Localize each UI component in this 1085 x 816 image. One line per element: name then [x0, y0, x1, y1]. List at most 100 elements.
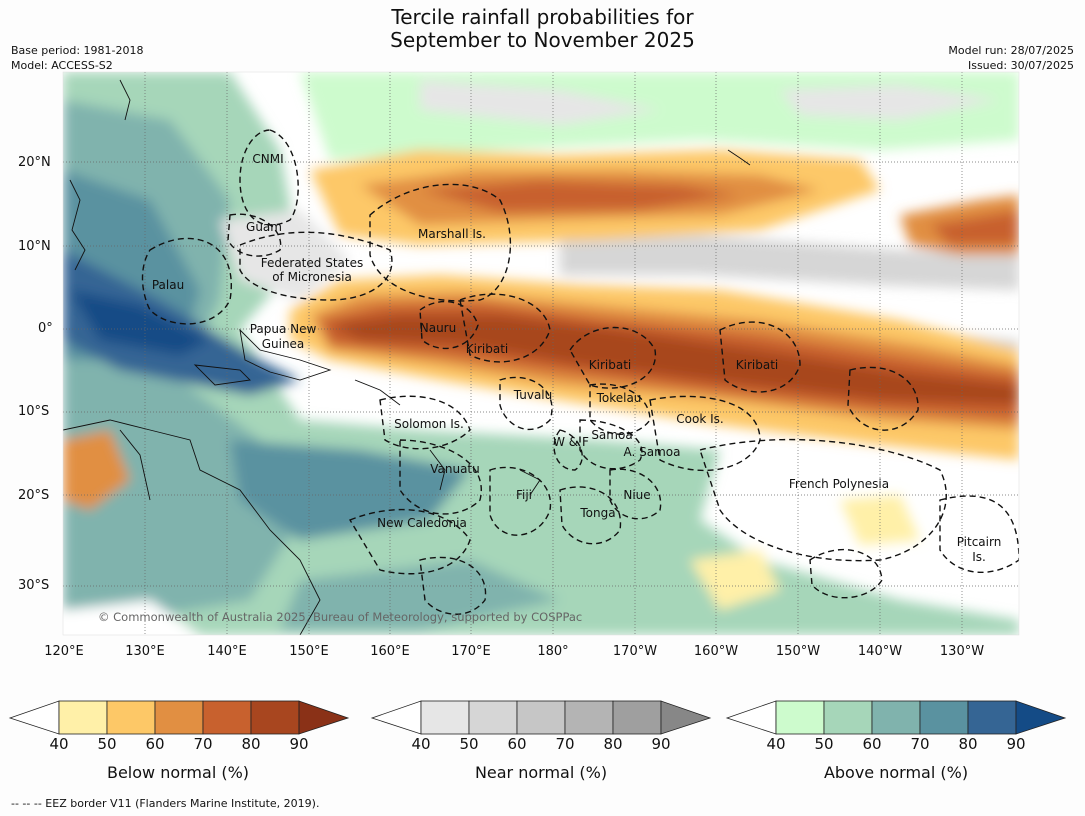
label-solomon-islands: Solomon Is.: [394, 417, 464, 431]
label-vanuatu: Vanuatu: [430, 462, 480, 476]
cb1-tick-80: 80: [241, 735, 261, 753]
place-labels: CNMI Guam Marshall Is. Federated States …: [152, 152, 1001, 564]
cb3-tick-80: 80: [958, 735, 978, 753]
label-pitcairn-line2: Is.: [972, 550, 986, 564]
colorbar-above-normal: [725, 700, 1067, 735]
label-new-caledonia: New Caledonia: [377, 516, 467, 530]
meta-left: Base period: 1981-2018 Model: ACCESS-S2: [11, 43, 143, 73]
label-fsm-line2: of Micronesia: [272, 270, 352, 284]
cb2-tick-80: 80: [603, 735, 623, 753]
lat-label-0: 0°: [38, 321, 53, 336]
copyright-notice: © Commonwealth of Australia 2025, Bureau…: [98, 610, 582, 624]
lon-label-160e: 160°E: [370, 644, 410, 659]
colorbar-below-bin-4: [202, 700, 252, 735]
colorbar-label-below-normal: Below normal (%): [106, 763, 250, 782]
label-wallis-futuna: W & F: [553, 435, 589, 449]
label-guam: Guam: [246, 220, 282, 234]
label-pitcairn-line1: Pitcairn: [957, 535, 1002, 549]
colorbar-above-extend-low: [725, 700, 777, 735]
colorbar-near-bin-1: [420, 700, 470, 735]
label-nauru: Nauru: [420, 321, 456, 335]
colorbar-below-extend-high: [298, 700, 350, 735]
lon-label-150w: 150°W: [775, 644, 821, 659]
lat-label-20n: 20°N: [18, 155, 51, 170]
lon-label-130w: 130°W: [939, 644, 985, 659]
lon-label-120e: 120°E: [44, 644, 84, 659]
lon-label-140e: 140°E: [207, 644, 247, 659]
colorbar-below-normal: [8, 700, 350, 735]
label-kiribati-central: Kiribati: [589, 358, 631, 372]
probability-field: CNMI Guam Marshall Is. Federated States …: [63, 72, 1019, 635]
colorbar-near-bin-5: [612, 700, 662, 735]
label-marshall-islands: Marshall Is.: [418, 227, 486, 241]
label-palau: Palau: [152, 278, 184, 292]
cb2-tick-50: 50: [459, 735, 479, 753]
label-niue: Niue: [623, 488, 650, 502]
cb3-tick-50: 50: [814, 735, 834, 753]
colorbar-below-extend-low: [8, 700, 60, 735]
lon-label-170w: 170°W: [612, 644, 658, 659]
cb3-tick-70: 70: [910, 735, 930, 753]
lon-label-130e: 130°E: [125, 644, 165, 659]
cb1-tick-90: 90: [289, 735, 309, 753]
cb2-tick-70: 70: [555, 735, 575, 753]
lon-label-170e: 170°E: [451, 644, 491, 659]
map-frame: [62, 71, 1020, 636]
lat-label-10s: 10°S: [18, 404, 50, 419]
cb2-tick-90: 90: [651, 735, 671, 753]
label-png-line2: Guinea: [262, 337, 305, 351]
base-period: Base period: 1981-2018: [11, 44, 144, 57]
label-tonga: Tonga: [579, 506, 615, 520]
lon-label-150e: 150°E: [289, 644, 329, 659]
lon-label-140w: 140°W: [857, 644, 903, 659]
lat-label-20s: 20°S: [18, 488, 50, 503]
label-fsm-line1: Federated States: [261, 256, 363, 270]
cb1-tick-50: 50: [97, 735, 117, 753]
colorbar-near-bin-3: [516, 700, 566, 735]
lon-label-160w: 160°W: [693, 644, 739, 659]
graticule: [63, 72, 1019, 635]
lat-label-30s: 30°S: [18, 578, 50, 593]
title-line-2: September to November 2025: [390, 28, 695, 52]
label-kiribati-west: Kiribati: [466, 342, 508, 356]
colorbar-below-bin-1: [58, 700, 108, 735]
cb3-tick-60: 60: [862, 735, 882, 753]
lon-label-180: 180°: [537, 644, 569, 659]
label-cook-islands: Cook Is.: [676, 412, 723, 426]
cb2-tick-60: 60: [507, 735, 527, 753]
label-american-samoa: A. Samoa: [624, 445, 681, 459]
label-fiji: Fiji: [516, 488, 532, 502]
colorbar-near-normal: [370, 700, 712, 735]
colorbar-above-bin-2: [823, 700, 873, 735]
cb1-tick-60: 60: [145, 735, 165, 753]
title-line-1: Tercile rainfall probabilities for: [391, 5, 694, 29]
label-tuvalu: Tuvalu: [513, 388, 553, 402]
eez-borders: [141, 129, 1019, 615]
label-kiribati-east: Kiribati: [736, 358, 778, 372]
issued-date: Issued: 30/07/2025: [967, 59, 1074, 72]
cb3-tick-90: 90: [1006, 735, 1026, 753]
cb3-tick-40: 40: [766, 735, 786, 753]
colorbar-label-near-normal: Near normal (%): [474, 763, 608, 782]
colorbar-near-extend-high: [660, 700, 712, 735]
colorbar-label-above-normal: Above normal (%): [823, 763, 969, 782]
label-tokelau: Tokelau: [596, 391, 642, 405]
colorbar-below-bin-5: [250, 700, 300, 735]
colorbar-above-bin-4: [919, 700, 969, 735]
model-run: Model run: 28/07/2025: [948, 44, 1074, 57]
label-french-polynesia: French Polynesia: [789, 477, 889, 491]
cb1-tick-70: 70: [193, 735, 213, 753]
colorbar-below-bin-2: [106, 700, 156, 735]
colorbar-above-bin-5: [967, 700, 1017, 735]
model-name: Model: ACCESS-S2: [11, 59, 113, 72]
colorbar-near-bin-4: [564, 700, 614, 735]
colorbar-near-extend-low: [370, 700, 422, 735]
coastlines: [63, 79, 751, 635]
label-samoa: Samoa: [591, 428, 632, 442]
colorbar-above-bin-1: [775, 700, 825, 735]
lat-label-10n: 10°N: [18, 239, 51, 254]
label-cnmi: CNMI: [252, 152, 283, 166]
label-png-line1: Papua New: [250, 322, 317, 336]
colorbar-above-extend-high: [1015, 700, 1067, 735]
